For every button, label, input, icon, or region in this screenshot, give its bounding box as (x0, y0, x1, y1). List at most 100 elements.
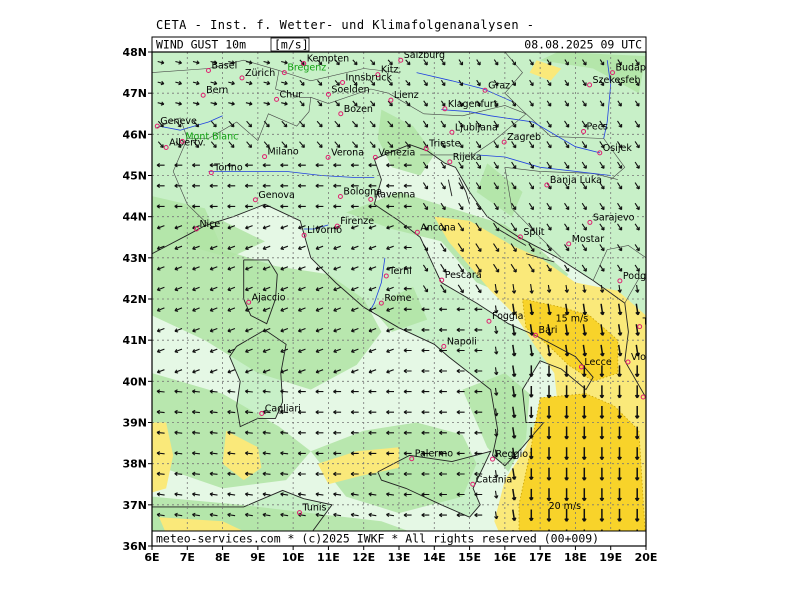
wind-arrow (510, 243, 517, 253)
wind-arrow (317, 100, 323, 107)
city-marker (383, 273, 389, 279)
wind-arrow (439, 430, 447, 435)
wind-arrow (386, 410, 394, 415)
lat-tick-label: 47N (122, 87, 147, 100)
wind-arrow (334, 80, 340, 86)
contour-value-label: 15 m/s (556, 314, 589, 325)
city-markers: Basel Zürich Kempten Salzburg Budapest Bregen… (154, 52, 656, 516)
wind-arrow (297, 204, 306, 209)
city-label: Chur (280, 89, 303, 100)
city-label: Innsbruck (346, 72, 393, 83)
wind-arrow (297, 430, 306, 435)
wind-arrow (474, 451, 483, 456)
wind-arrow (475, 202, 482, 211)
wind-arrow (315, 471, 324, 477)
wind-arrow (156, 286, 165, 292)
wind-arrow (581, 182, 587, 190)
wind-arrow (333, 451, 342, 456)
wind-arrow (297, 471, 306, 477)
wind-arrow (227, 307, 236, 312)
wind-arrow (421, 430, 430, 435)
city-label: Albertv. (169, 138, 206, 149)
wind-arrow (386, 183, 394, 188)
wind-arrow (422, 202, 429, 211)
wind-arrow (546, 284, 552, 293)
wind-arrow (350, 430, 359, 435)
wind-arrow (245, 369, 253, 374)
wind-arrow (581, 223, 587, 231)
lon-tick-label: 10E (282, 551, 305, 564)
wind-arrow (421, 389, 430, 394)
wind-arrow (405, 59, 411, 66)
wind-arrow (634, 385, 640, 399)
wind-arrow (262, 471, 271, 477)
wind-arrow (617, 100, 622, 107)
wind-arrow (192, 163, 200, 168)
wind-arrow (227, 409, 236, 415)
wind-arrow (174, 492, 183, 497)
wind-arrow (546, 426, 552, 440)
lat-tick-label: 45N (122, 170, 147, 183)
wind-arrow (156, 451, 165, 456)
wind-arrow (456, 368, 465, 374)
wind-arrow (440, 243, 447, 253)
wind-arrow (564, 202, 570, 211)
wind-arrow (315, 451, 324, 456)
wind-arrow (634, 467, 640, 481)
wind-arrow (315, 266, 324, 271)
wind-arrow (403, 307, 412, 312)
wind-arrow (599, 161, 605, 169)
wind-arrow (297, 266, 306, 271)
wind-arrow (350, 204, 359, 209)
city-marker (193, 226, 199, 232)
wind-arrow (511, 344, 517, 357)
strong-wind-zone (529, 60, 562, 81)
lon-tick-label: 18E (564, 551, 587, 564)
wind-arrow (262, 327, 271, 333)
city-marker (340, 79, 346, 85)
wind-arrow (423, 79, 428, 87)
wind-arrow (192, 369, 200, 374)
wind-arrow (209, 471, 218, 477)
wind-arrow (599, 365, 605, 377)
wind-arrow (564, 223, 570, 231)
wind-arrow (156, 430, 165, 435)
wind-arrow (262, 266, 271, 271)
wind-arrow (368, 286, 377, 292)
wind-arrow (156, 369, 165, 374)
wind-arrow (227, 266, 236, 271)
wind-arrow (456, 327, 465, 333)
wind-arrow (546, 244, 552, 252)
wind-arrow (209, 266, 218, 271)
strong-wind-zone (152, 422, 174, 493)
wind-arrow (493, 222, 500, 232)
wind-arrow (529, 59, 534, 66)
wind-arrow (564, 324, 570, 336)
wind-arrow (280, 389, 289, 394)
wind-arrow (210, 101, 218, 106)
city-label: Mont Blanc (185, 131, 238, 142)
city-marker (338, 111, 344, 117)
city-marker (533, 332, 539, 338)
city-marker (587, 219, 593, 225)
city-label: Milano (268, 147, 299, 158)
wind-arrow (263, 60, 271, 65)
city-label: Ancona (420, 222, 455, 233)
wind-arrow (547, 324, 552, 336)
wind-arrow (333, 286, 342, 292)
wind-arrow (617, 344, 623, 357)
wind-arrow (475, 161, 482, 169)
wind-arrow (315, 204, 324, 209)
wind-arrow (634, 365, 640, 377)
wind-arrow (529, 303, 535, 316)
wind-arrow (387, 141, 394, 149)
unit-label: [m/s] (274, 38, 309, 52)
lat-tick-label: 39N (122, 417, 147, 430)
wind-arrow (458, 79, 464, 87)
wind-arrow (191, 430, 200, 435)
wind-arrow (476, 79, 481, 87)
city-label: Vlore (631, 352, 656, 363)
wind-arrow (458, 141, 464, 149)
wind-arrow (546, 467, 552, 481)
wind-arrow (634, 79, 640, 87)
